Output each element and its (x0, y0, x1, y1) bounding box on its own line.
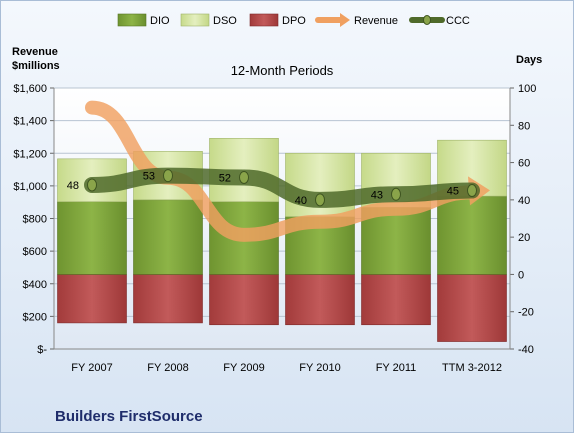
left-tick-label: $400 (23, 279, 47, 291)
ccc-marker (239, 170, 249, 184)
x-tick-label: TTM 3-2012 (442, 362, 502, 374)
ccc-data-label: 40 (295, 195, 307, 207)
legend-swatch-dso (180, 13, 210, 27)
x-tick-label: FY 2009 (223, 362, 264, 374)
left-tick-label: $200 (23, 311, 47, 323)
right-tick-label: 20 (518, 232, 530, 244)
left-tick-label: $1,200 (13, 148, 47, 160)
left-axis-ticks: $- $200 $400 $600 $800 $1,000 $1,200 $1,400 $1,6… (13, 83, 47, 356)
chart-subtitle: 12-Month Periods (231, 63, 334, 78)
right-tick-label: 80 (518, 120, 530, 132)
x-tick-label: FY 2010 (299, 362, 340, 374)
left-axis-title-line1: Revenue (12, 46, 58, 58)
right-tick-label: -40 (518, 344, 534, 356)
legend-arrowhead-revenue (340, 13, 350, 27)
bar-dio (437, 195, 507, 275)
ccc-marker (391, 187, 401, 201)
right-axis-ticks: -40 -20 0 20 40 60 80 100 (518, 83, 536, 356)
bar-dpo (209, 274, 279, 326)
legend: DIO DSO DPO Revenue CCC (117, 13, 470, 27)
legend-label-ccc: CCC (446, 15, 470, 27)
bar-dpo (361, 274, 431, 326)
ccc-data-label: 45 (447, 186, 459, 198)
left-tick-label: $1,600 (13, 83, 47, 95)
right-axis-title: Days (516, 54, 542, 66)
left-axis-title-line2: $millions (12, 60, 60, 72)
ccc-marker (87, 178, 97, 192)
legend-marker-ccc (423, 15, 431, 25)
bar-dpo (133, 274, 203, 324)
bar-dpo (285, 274, 355, 326)
legend-label-dso: DSO (213, 15, 237, 27)
bar-dpo (437, 274, 507, 342)
revenue-line (85, 100, 479, 242)
bar-dio (361, 207, 431, 275)
bar-dio (133, 199, 203, 275)
x-tick-label: FY 2008 (147, 362, 188, 374)
bar-dio (57, 201, 127, 275)
legend-label-dio: DIO (150, 15, 170, 27)
right-tick-label: 40 (518, 195, 530, 207)
left-tick-label: $1,400 (13, 116, 47, 128)
left-tick-label: $600 (23, 246, 47, 258)
legend-label-revenue: Revenue (354, 15, 398, 27)
left-tick-label: $- (37, 344, 47, 356)
ccc-series: 48 53 52 40 43 45 (67, 167, 480, 208)
bar-dpo (57, 274, 127, 324)
legend-swatch-dpo (249, 13, 279, 27)
ccc-marker (163, 169, 173, 183)
right-tick-label: -20 (518, 307, 534, 319)
ccc-data-label: 53 (143, 171, 155, 183)
ccc-data-label: 52 (219, 172, 231, 184)
ccc-data-label: 43 (371, 189, 383, 201)
right-tick-label: 0 (518, 269, 524, 281)
left-tick-label: $1,000 (13, 181, 47, 193)
legend-label-dpo: DPO (282, 15, 306, 27)
x-tick-label: FY 2007 (71, 362, 112, 374)
right-tick-label: 60 (518, 158, 530, 170)
legend-swatch-dio (117, 13, 147, 27)
company-name: Builders FirstSource (55, 408, 203, 425)
right-tick-label: 100 (518, 83, 536, 95)
x-tick-label: FY 2011 (376, 362, 417, 374)
ccc-marker (467, 184, 477, 198)
ccc-data-label: 48 (67, 180, 79, 192)
left-tick-label: $800 (23, 214, 47, 226)
x-axis-ticks: FY 2007 FY 2008 FY 2009 FY 2010 FY 2011 TTM 3… (71, 362, 502, 374)
ccc-marker (315, 193, 325, 207)
